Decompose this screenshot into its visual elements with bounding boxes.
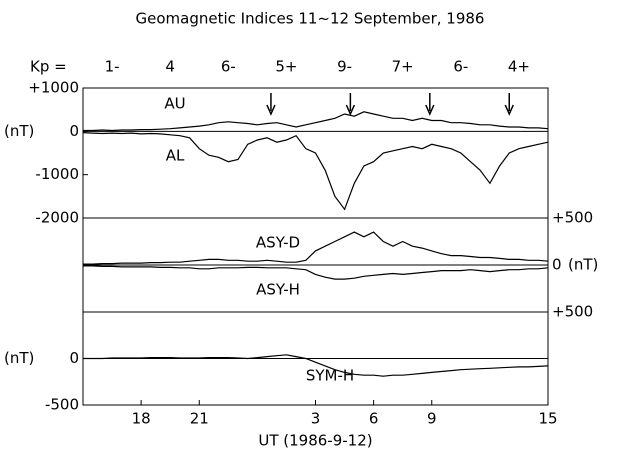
y-axis-label: (nT) (4, 349, 34, 367)
kp-value: 7+ (392, 58, 414, 76)
y2-tick-label: 0 (552, 256, 562, 274)
x-tick-label: 18 (132, 410, 151, 428)
kp-value: 5+ (275, 58, 297, 76)
x-tick-label: 15 (538, 410, 557, 428)
series-label: AU (164, 95, 185, 113)
arrow (504, 93, 514, 116)
y-axis-label: (nT) (4, 122, 34, 140)
series-label: ASY-D (256, 234, 300, 252)
x-tick-label: 9 (427, 410, 437, 428)
series-label: SYM-H (306, 367, 354, 385)
kp-value: 4+ (508, 58, 530, 76)
y-tick-label: -1000 (35, 165, 79, 183)
y-axis-label: (nT) (568, 256, 598, 274)
y-tick-label: 0 (69, 349, 79, 367)
y-tick-label: -2000 (35, 209, 79, 227)
y-tick-label: 0 (69, 122, 79, 140)
y2-tick-label: +500 (552, 303, 593, 321)
kp-label: Kp = (30, 58, 67, 76)
series-line (83, 265, 549, 280)
kp-value: 9- (337, 58, 352, 76)
x-tick-label: 3 (311, 410, 321, 428)
series-line (83, 231, 549, 265)
arrow (425, 93, 435, 116)
chart-title: Geomagnetic Indices 11~12 September, 198… (136, 10, 485, 28)
y-tick-label: -500 (45, 396, 79, 414)
series-line (82, 132, 549, 211)
arrow (345, 93, 356, 116)
y-tick-label: +1000 (28, 79, 79, 97)
series-line (83, 354, 549, 377)
series-label: ASY-H (256, 281, 300, 299)
y2-tick-label: +500 (552, 209, 593, 227)
x-tick-label: 6 (369, 410, 379, 428)
x-axis-label: UT (1986-9-12) (258, 432, 372, 450)
kp-value: 1- (105, 58, 120, 76)
series-line (83, 111, 549, 132)
kp-value: 6- (453, 58, 468, 76)
kp-value: 4 (165, 58, 175, 76)
arrow (266, 93, 276, 116)
series-label: AL (166, 147, 185, 165)
x-tick-label: 21 (190, 410, 209, 428)
kp-value: 6- (221, 58, 236, 76)
